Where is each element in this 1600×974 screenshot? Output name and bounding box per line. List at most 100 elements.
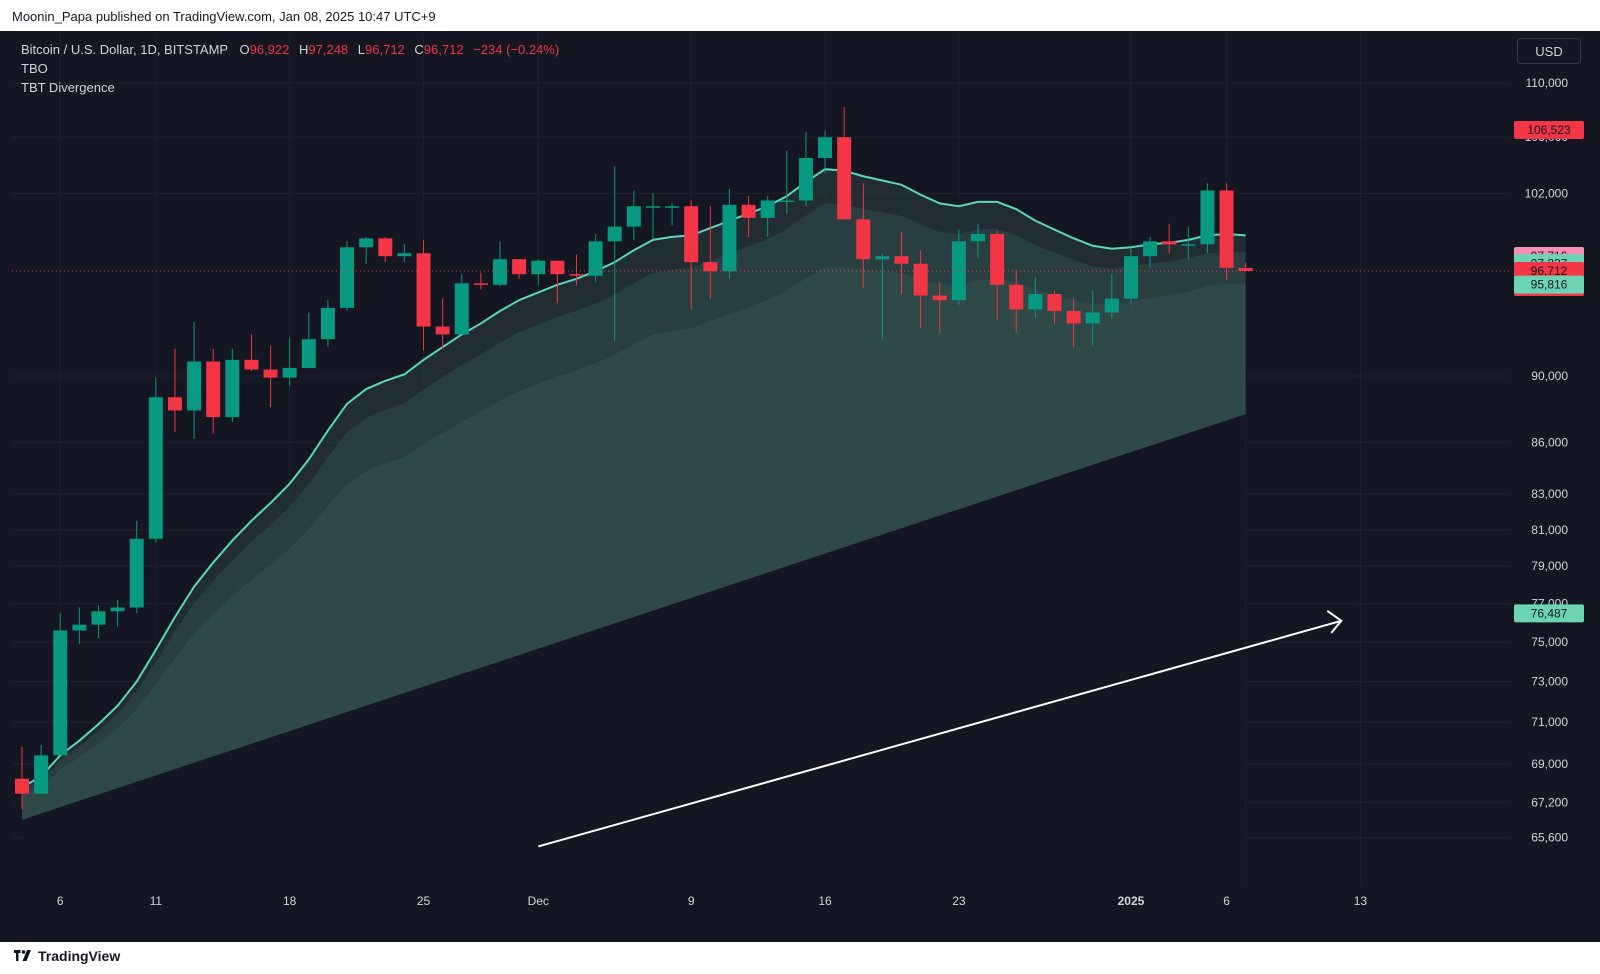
indicator-tbt-divergence[interactable]: TBT Divergence [21,80,115,95]
y-tick-label: 71,000 [1531,715,1568,729]
high-value: 97,248 [308,42,349,57]
y-tick-label: 75,000 [1531,635,1568,649]
chart-legend: Bitcoin / U.S. Dollar, 1D, BITSTAMP O 96,… [21,40,559,97]
candle [512,259,527,279]
candle-body [206,361,221,418]
change-value: −234 (−0.24%) [473,42,560,57]
candle-body [1238,267,1253,272]
candle-body [110,607,125,612]
candle-body [1181,244,1196,246]
x-tick-label: 13 [1354,894,1368,908]
candle-body [913,263,928,296]
x-tick-label: 11 [150,894,163,908]
candle [569,254,584,285]
y-tick-label: 83,000 [1531,487,1568,501]
candle-body [1104,298,1119,313]
candle [129,520,144,614]
candle [645,193,660,239]
candle-body [875,256,890,260]
candle [875,253,890,340]
currency-button[interactable]: USD [1517,38,1581,64]
candle [340,241,355,311]
price-chart[interactable]: 6 11 18 25 Dec 9 16 23 2025 6 13 65,600 67,200 69,000… [0,31,1600,942]
price-label-text: 106,523 [1527,123,1571,137]
candle [531,259,546,285]
candle-body [971,233,985,242]
candle-body [894,256,909,264]
tradingview-logo-icon [14,950,31,961]
candle-body [1123,256,1138,299]
candle-body [569,274,584,276]
candle-body [741,204,756,218]
y-tick-label: 73,000 [1531,675,1568,689]
x-tick-label: 23 [952,894,966,908]
candle-body [53,630,68,756]
candle-body [225,359,240,418]
candle [359,236,374,264]
band-lower-cut [22,414,1246,885]
candle-body [1009,284,1024,310]
candle-body [187,361,202,411]
indicator-tbo[interactable]: TBO [21,61,48,76]
x-tick-label: Dec [528,894,549,908]
y-tick-label: 102,000 [1525,186,1569,200]
candle [818,130,833,174]
candle [416,239,431,351]
y-tick-label: 110,000 [1526,76,1569,90]
price-label-box [1514,604,1584,623]
symbol-title[interactable]: Bitcoin / U.S. Dollar, 1D, BITSTAMP [21,42,228,57]
candle-body [493,259,507,285]
candle [1143,236,1158,269]
candle [1238,262,1253,272]
tradingview-logo[interactable]: TradingView [12,948,120,964]
candle [1066,298,1081,348]
candle [1009,269,1024,333]
candle-body [34,755,49,794]
price-label-text: 96,712 [1531,264,1568,278]
candle [53,613,68,756]
y-tick-label: 90,000 [1531,369,1568,383]
candle-body [15,778,29,794]
candle-body [1219,190,1234,268]
y-tick-label: 79,000 [1531,559,1568,573]
candle [741,196,756,237]
candle [1181,226,1196,260]
candle [798,131,813,207]
candle-body [91,611,106,625]
price-label-text: 95,816 [1531,278,1568,292]
candle-body [1066,310,1081,324]
candle-body [359,238,374,248]
candle-body [932,295,947,301]
close-value: 96,712 [423,42,464,57]
brand-name: TradingView [38,948,121,964]
candle-body [703,262,718,272]
candle-body [454,283,469,335]
candle-body [397,253,412,257]
open-label: O [239,42,250,57]
candle [951,229,966,305]
candle [263,345,278,408]
candle-body [607,226,622,242]
trend-arrow-line [537,619,1342,848]
candle [301,312,316,368]
x-tick-label: 18 [283,894,297,908]
candle [932,281,947,333]
candle [1123,248,1138,305]
candle [665,203,680,226]
candle-body [531,260,546,275]
candle-body [340,247,355,308]
y-tick-label: 67,200 [1531,795,1568,809]
candle [15,746,29,809]
candle-body [473,283,488,285]
y-tick-label: 86,000 [1531,435,1568,449]
candle-body [665,206,680,208]
candle [378,236,393,263]
x-tick-label: 6 [1223,894,1230,908]
candle-body [990,233,1005,285]
x-tick-label: 16 [818,894,832,908]
published-by-text: Moonin_Papa published on TradingView.com… [12,9,436,24]
candle [607,166,622,341]
chart-panel[interactable]: 6 11 18 25 Dec 9 16 23 2025 6 13 65,600 67,200 69,000… [0,31,1600,942]
low-value: 96,712 [365,42,405,57]
candle-body [588,241,603,276]
